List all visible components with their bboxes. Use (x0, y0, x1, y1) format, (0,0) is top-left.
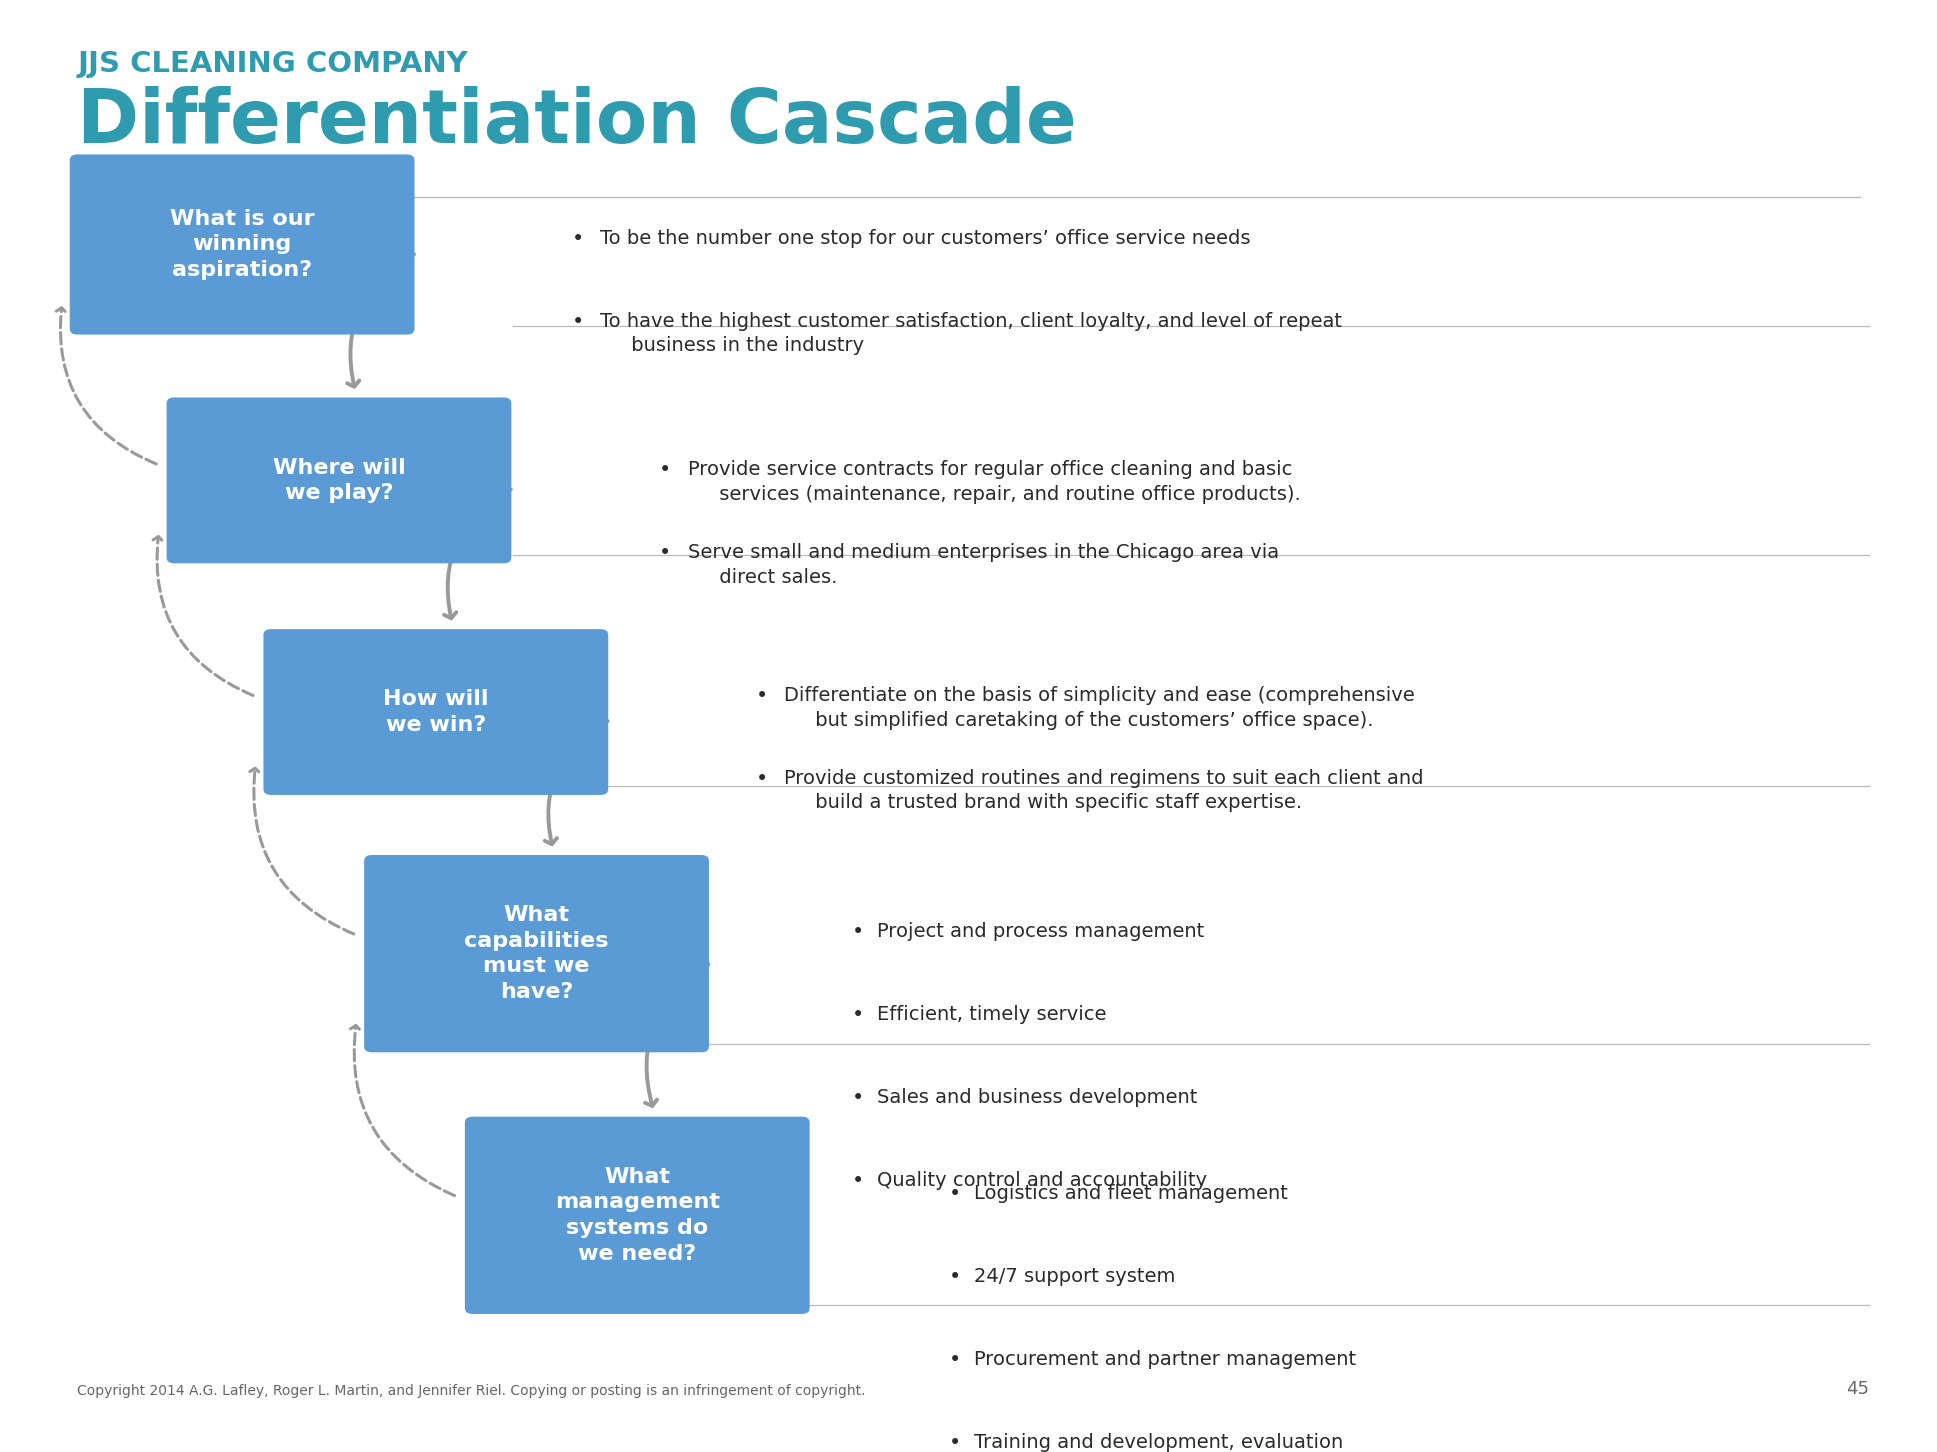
FancyBboxPatch shape (465, 1117, 810, 1314)
Text: Logistics and fleet management: Logistics and fleet management (974, 1183, 1288, 1202)
Text: Differentiate on the basis of simplicity and ease (comprehensive
     but simpli: Differentiate on the basis of simplicity… (784, 687, 1416, 729)
Text: JJS CLEANING COMPANY: JJS CLEANING COMPANY (77, 49, 469, 78)
Text: 45: 45 (1846, 1381, 1869, 1398)
Text: •: • (571, 229, 583, 248)
Text: Quality control and accountability: Quality control and accountability (877, 1170, 1207, 1191)
FancyBboxPatch shape (364, 855, 709, 1053)
Text: Project and process management: Project and process management (877, 922, 1205, 941)
Text: •: • (852, 922, 864, 942)
Text: Copyright 2014 A.G. Lafley, Roger L. Martin, and Jennifer Riel. Copying or posti: Copyright 2014 A.G. Lafley, Roger L. Mar… (77, 1384, 866, 1398)
Text: •: • (659, 460, 670, 481)
Text: Sales and business development: Sales and business development (877, 1088, 1197, 1106)
Text: •: • (852, 1088, 864, 1108)
Text: •: • (852, 1170, 864, 1191)
Text: How will
we win?: How will we win? (384, 690, 488, 735)
Text: To be the number one stop for our customers’ office service needs: To be the number one stop for our custom… (600, 229, 1251, 248)
Text: •: • (571, 312, 583, 331)
Text: Differentiation Cascade: Differentiation Cascade (77, 86, 1077, 158)
Text: Provide customized routines and regimens to suit each client and
     build a tr: Provide customized routines and regimens… (784, 770, 1424, 813)
Text: Where will
we play?: Where will we play? (273, 457, 405, 504)
Text: Efficient, timely service: Efficient, timely service (877, 1005, 1106, 1024)
Text: Provide service contracts for regular office cleaning and basic
     services (m: Provide service contracts for regular of… (688, 460, 1300, 504)
Text: •: • (852, 1005, 864, 1025)
Text: Serve small and medium enterprises in the Chicago area via
     direct sales.: Serve small and medium enterprises in th… (688, 543, 1278, 587)
Text: •: • (755, 687, 767, 706)
Text: •: • (949, 1433, 961, 1452)
Text: •: • (949, 1350, 961, 1369)
Text: •: • (949, 1183, 961, 1204)
FancyBboxPatch shape (70, 154, 415, 334)
Text: •: • (659, 543, 670, 563)
Text: •: • (949, 1266, 961, 1286)
Text: 24/7 support system: 24/7 support system (974, 1266, 1176, 1286)
Text: What
management
systems do
we need?: What management systems do we need? (554, 1167, 721, 1263)
FancyBboxPatch shape (263, 629, 608, 794)
FancyBboxPatch shape (167, 398, 511, 563)
Text: Procurement and partner management: Procurement and partner management (974, 1350, 1356, 1369)
Text: What
capabilities
must we
have?: What capabilities must we have? (465, 905, 608, 1002)
Text: •: • (755, 770, 767, 790)
Text: Training and development, evaluation: Training and development, evaluation (974, 1433, 1344, 1452)
Text: To have the highest customer satisfaction, client loyalty, and level of repeat
 : To have the highest customer satisfactio… (600, 312, 1342, 354)
Text: What is our
winning
aspiration?: What is our winning aspiration? (170, 209, 314, 280)
